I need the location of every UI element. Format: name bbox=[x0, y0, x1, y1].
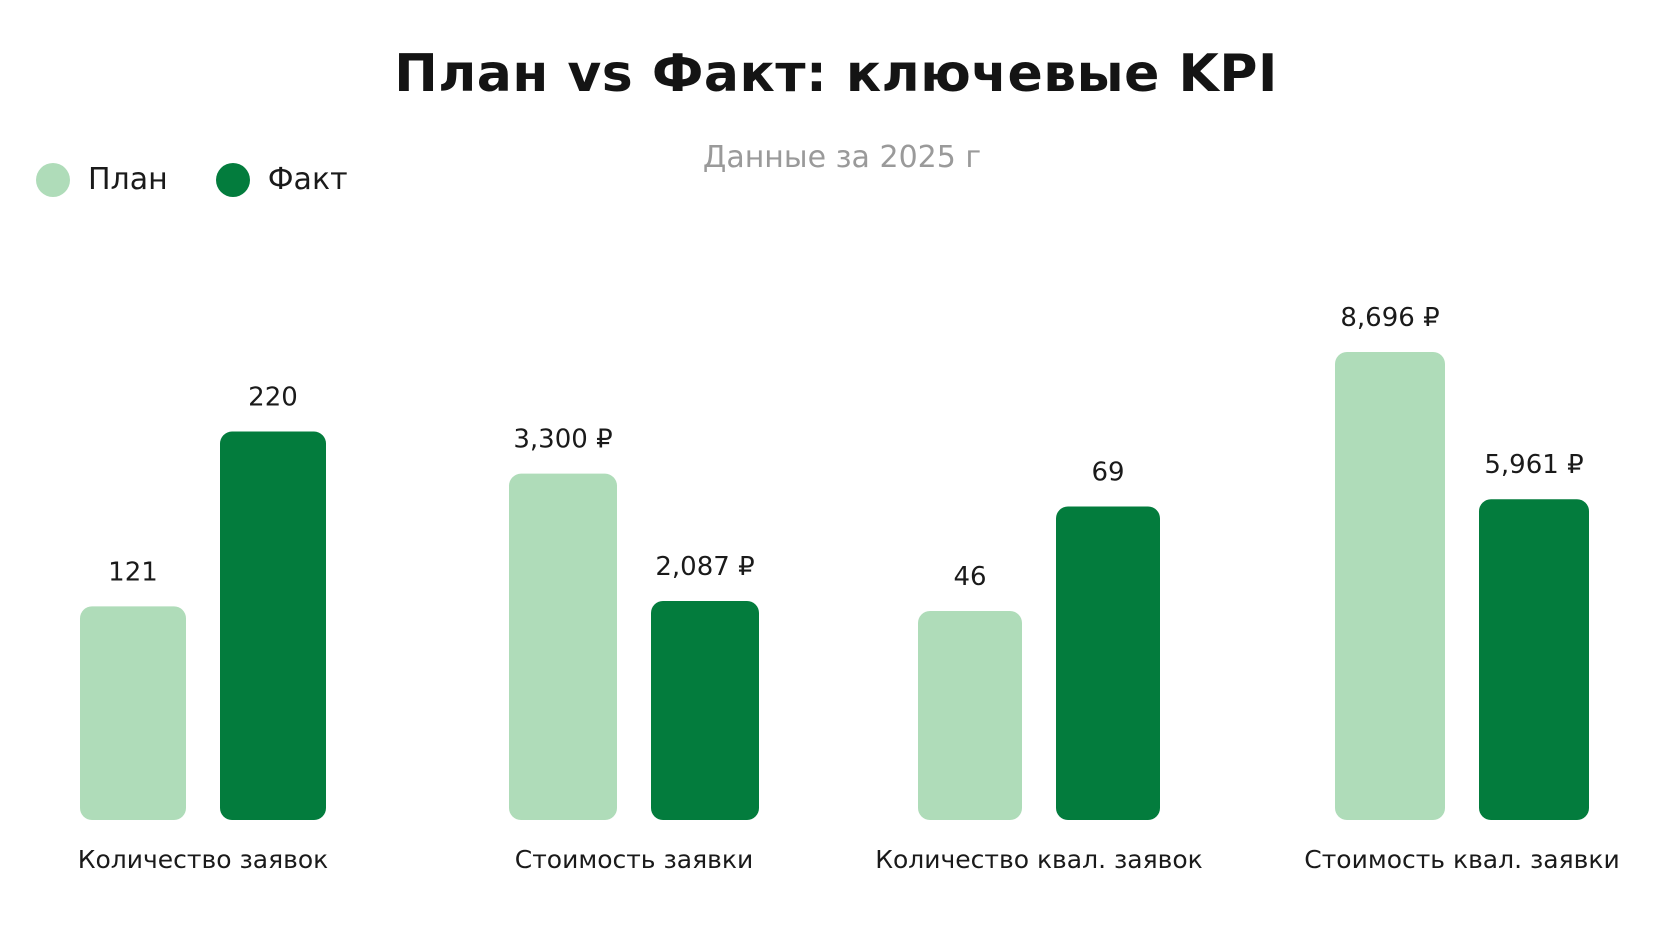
data-label-fact-3: 5,961 ₽ bbox=[1484, 450, 1583, 480]
legend-item-plan: План bbox=[36, 162, 168, 197]
bar-fact-2 bbox=[1056, 506, 1160, 820]
bar-plan-0 bbox=[80, 606, 186, 820]
data-label-plan-2: 46 bbox=[953, 562, 986, 592]
bar-plan-1 bbox=[509, 473, 617, 820]
data-label-plan-0: 121 bbox=[108, 557, 158, 587]
bar-fact-1 bbox=[651, 600, 759, 820]
bar-plan-2 bbox=[918, 610, 1022, 820]
data-label-fact-1: 2,087 ₽ bbox=[655, 552, 754, 582]
category-label-2: Количество квал. заявок bbox=[875, 845, 1203, 874]
category-label-3: Стоимость квал. заявки bbox=[1304, 845, 1619, 874]
chart-title: План vs Факт: ключевые KPI bbox=[394, 44, 1278, 104]
legend-label-fact: Факт bbox=[267, 162, 348, 197]
legend-swatch-fact bbox=[215, 162, 250, 197]
category-label-1: Стоимость заявки bbox=[515, 845, 753, 874]
legend-item-fact: Факт bbox=[215, 162, 348, 197]
chart-subtitle: Данные за 2025 г bbox=[702, 140, 982, 175]
bar-fact-3 bbox=[1479, 499, 1589, 820]
bar-plan-3 bbox=[1335, 352, 1445, 820]
category-label-0: Количество заявок bbox=[78, 845, 329, 874]
bar-fact-0 bbox=[220, 431, 326, 820]
data-label-plan-1: 3,300 ₽ bbox=[513, 425, 612, 455]
legend-swatch-plan bbox=[36, 162, 70, 197]
data-label-fact-2: 69 bbox=[1091, 457, 1124, 487]
chart-legend: План Факт bbox=[36, 162, 396, 197]
data-label-plan-3: 8,696 ₽ bbox=[1340, 303, 1439, 333]
legend-label-plan: План bbox=[88, 162, 168, 197]
data-label-fact-0: 220 bbox=[248, 383, 298, 413]
